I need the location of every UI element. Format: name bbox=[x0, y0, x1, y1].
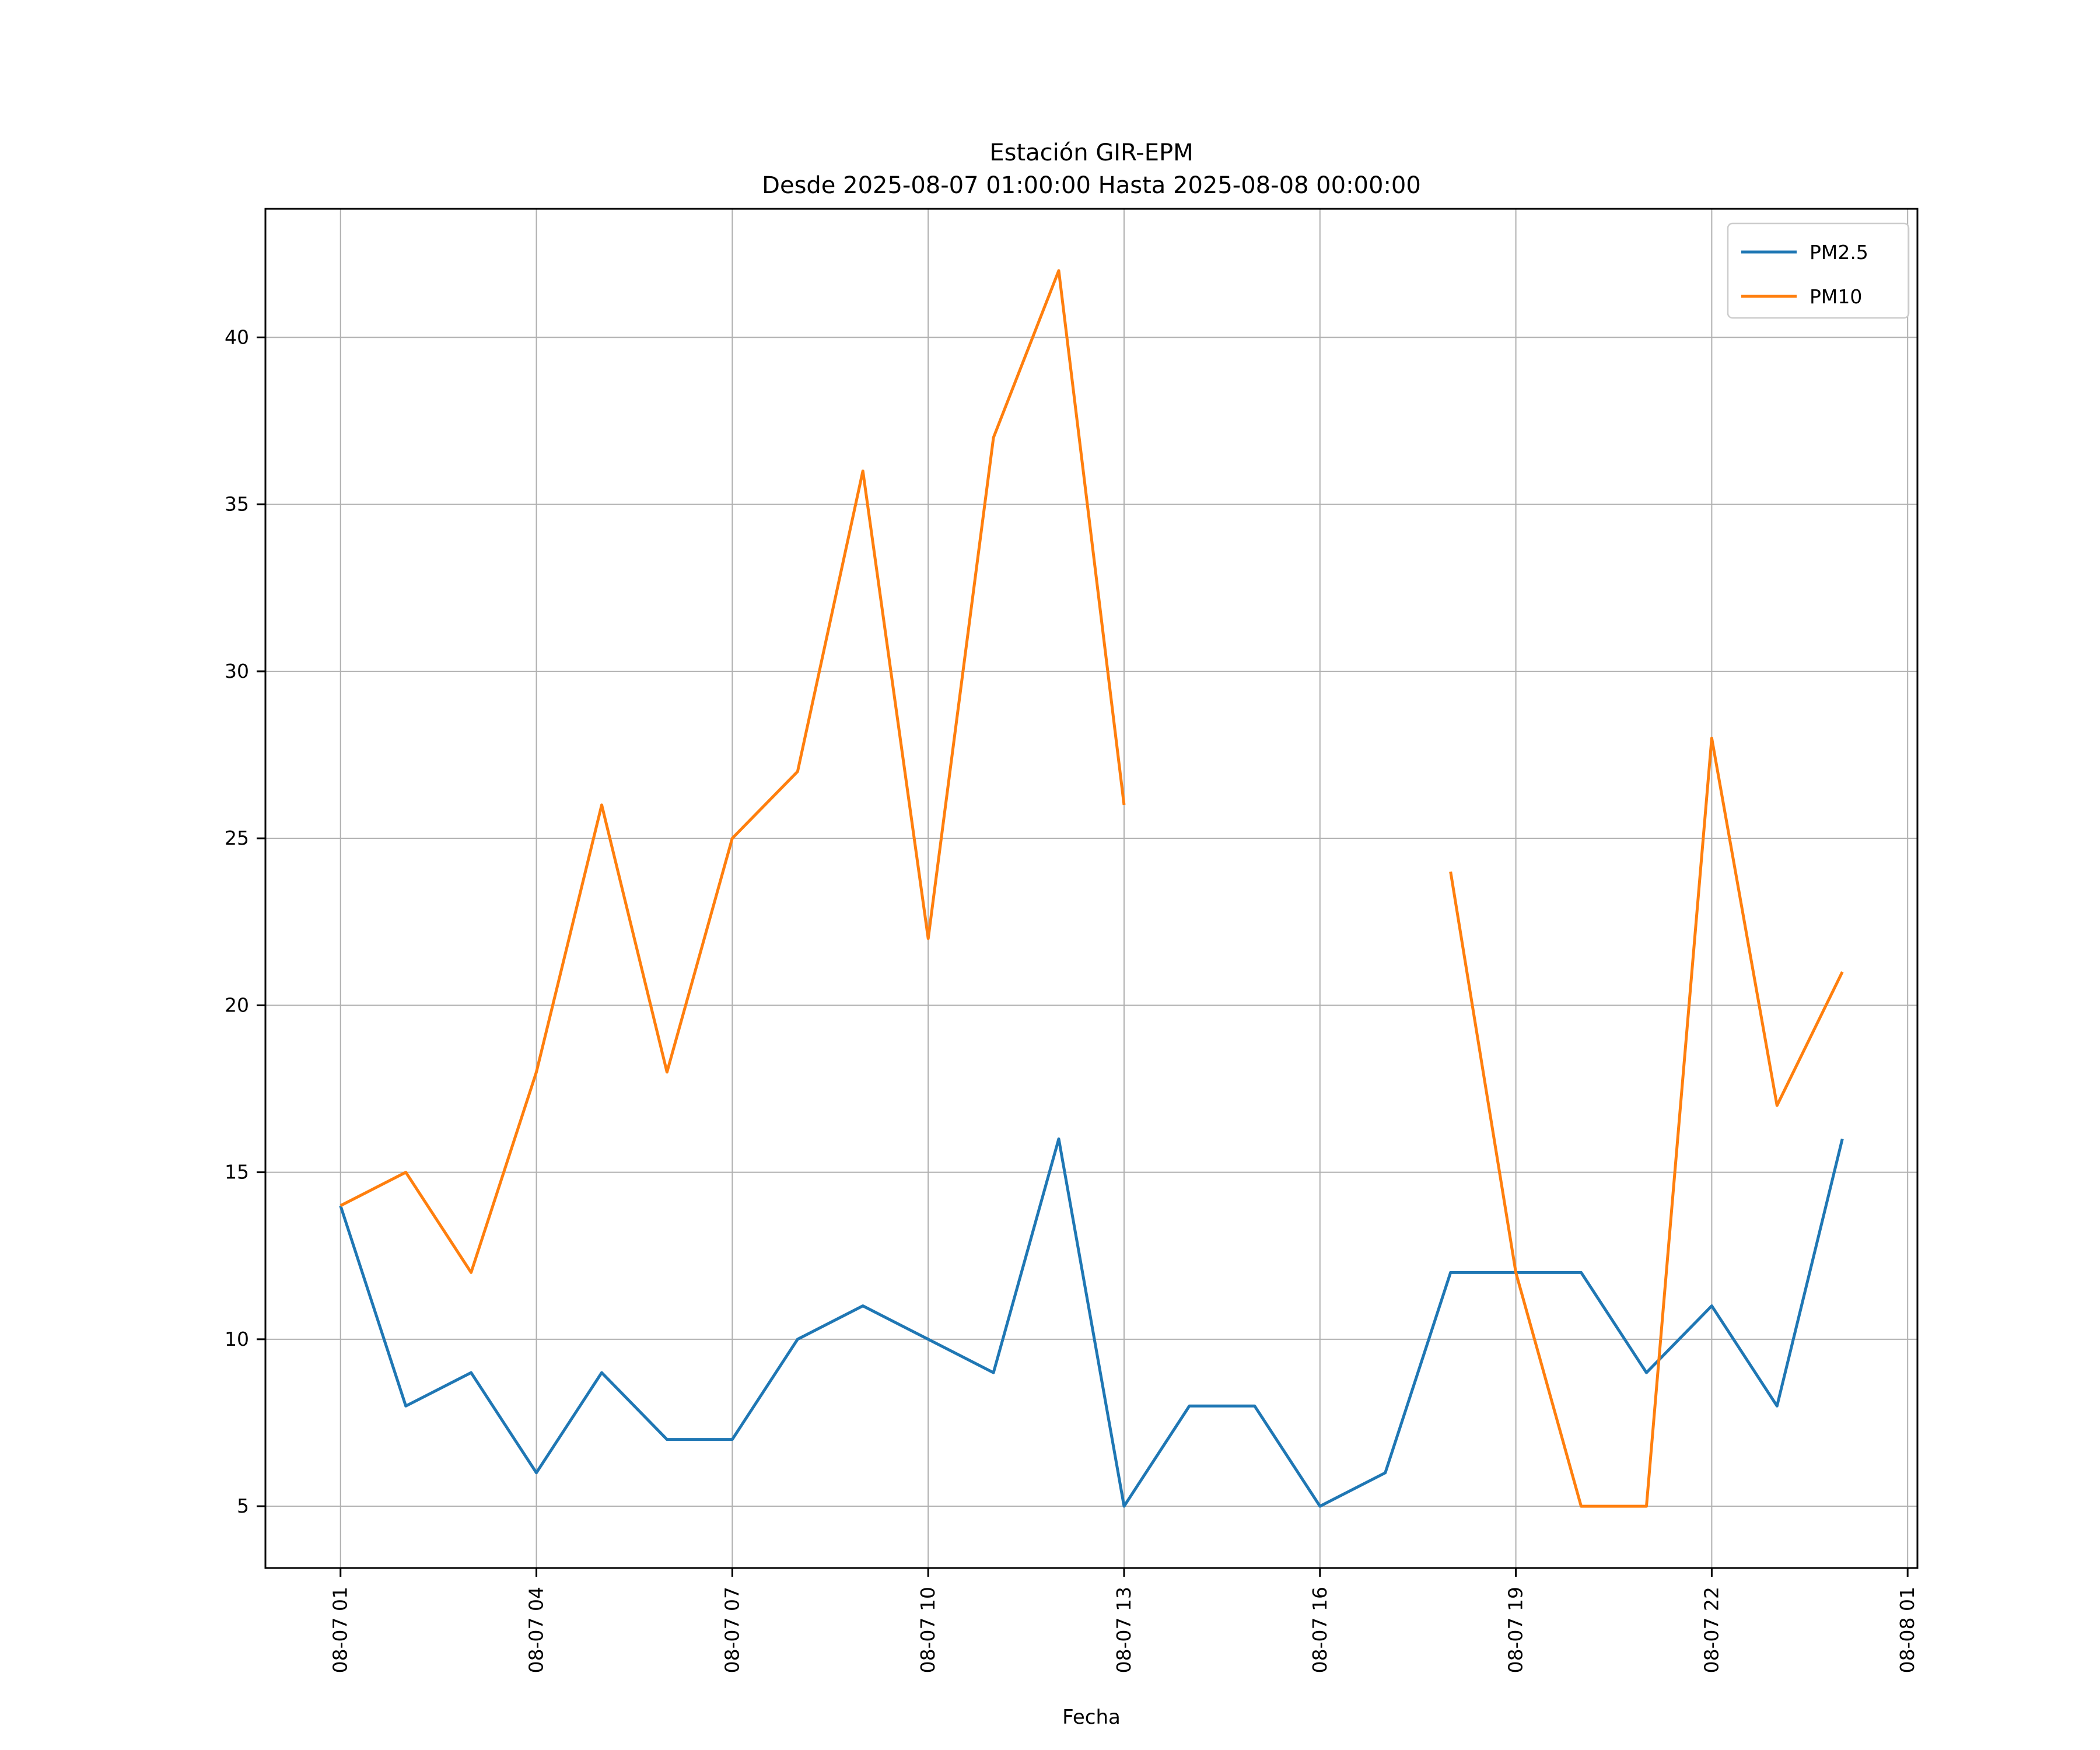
series-line-pm10 bbox=[340, 269, 1844, 1508]
series-line-pm25 bbox=[339, 1137, 1844, 1508]
y-tick-label: 30 bbox=[225, 660, 249, 682]
x-tick-label: 08-07 07 bbox=[720, 1587, 743, 1673]
x-tick-label: 08-07 04 bbox=[525, 1587, 548, 1673]
x-axis-label: Fecha bbox=[1062, 1706, 1121, 1729]
x-tick-label: 08-07 22 bbox=[1700, 1587, 1723, 1673]
x-tick-label: 08-07 01 bbox=[329, 1587, 352, 1673]
axes-border bbox=[264, 208, 1919, 1569]
x-tick-labels: 08-07 01 08-07 04 08-07 07 08-07 10 08-07 13… bbox=[329, 1587, 1919, 1673]
x-tick-label: 08-07 19 bbox=[1504, 1587, 1527, 1673]
legend-label-pm10: PM10 bbox=[1810, 285, 1862, 308]
y-tick-label: 20 bbox=[225, 993, 249, 1016]
y-tick-label: 40 bbox=[225, 326, 249, 348]
axis-tick-marks bbox=[257, 336, 1909, 1577]
x-tick-label: 08-07 13 bbox=[1112, 1587, 1135, 1673]
y-tick-label: 25 bbox=[225, 827, 249, 849]
x-tick-label: 08-08 01 bbox=[1896, 1587, 1919, 1673]
legend-label-pm25: PM2.5 bbox=[1810, 241, 1868, 264]
x-tick-label: 08-07 10 bbox=[916, 1587, 939, 1673]
chart-title: Estación GIR-EPM bbox=[989, 139, 1193, 166]
y-tick-label: 15 bbox=[225, 1161, 249, 1184]
y-tick-label: 5 bbox=[237, 1494, 249, 1517]
y-tick-label: 10 bbox=[225, 1328, 249, 1350]
y-tick-labels: 5 10 15 20 25 30 35 40 bbox=[225, 326, 249, 1517]
y-tick-label: 35 bbox=[225, 493, 249, 516]
data-series bbox=[339, 269, 1844, 1508]
legend: PM2.5 PM10 bbox=[1727, 222, 1910, 319]
x-tick-label: 08-07 16 bbox=[1308, 1587, 1331, 1673]
grid-lines bbox=[265, 209, 1917, 1568]
chart-subtitle: Desde 2025-08-07 01:00:00 Hasta 2025-08-… bbox=[762, 172, 1421, 199]
legend-box bbox=[1727, 222, 1910, 319]
